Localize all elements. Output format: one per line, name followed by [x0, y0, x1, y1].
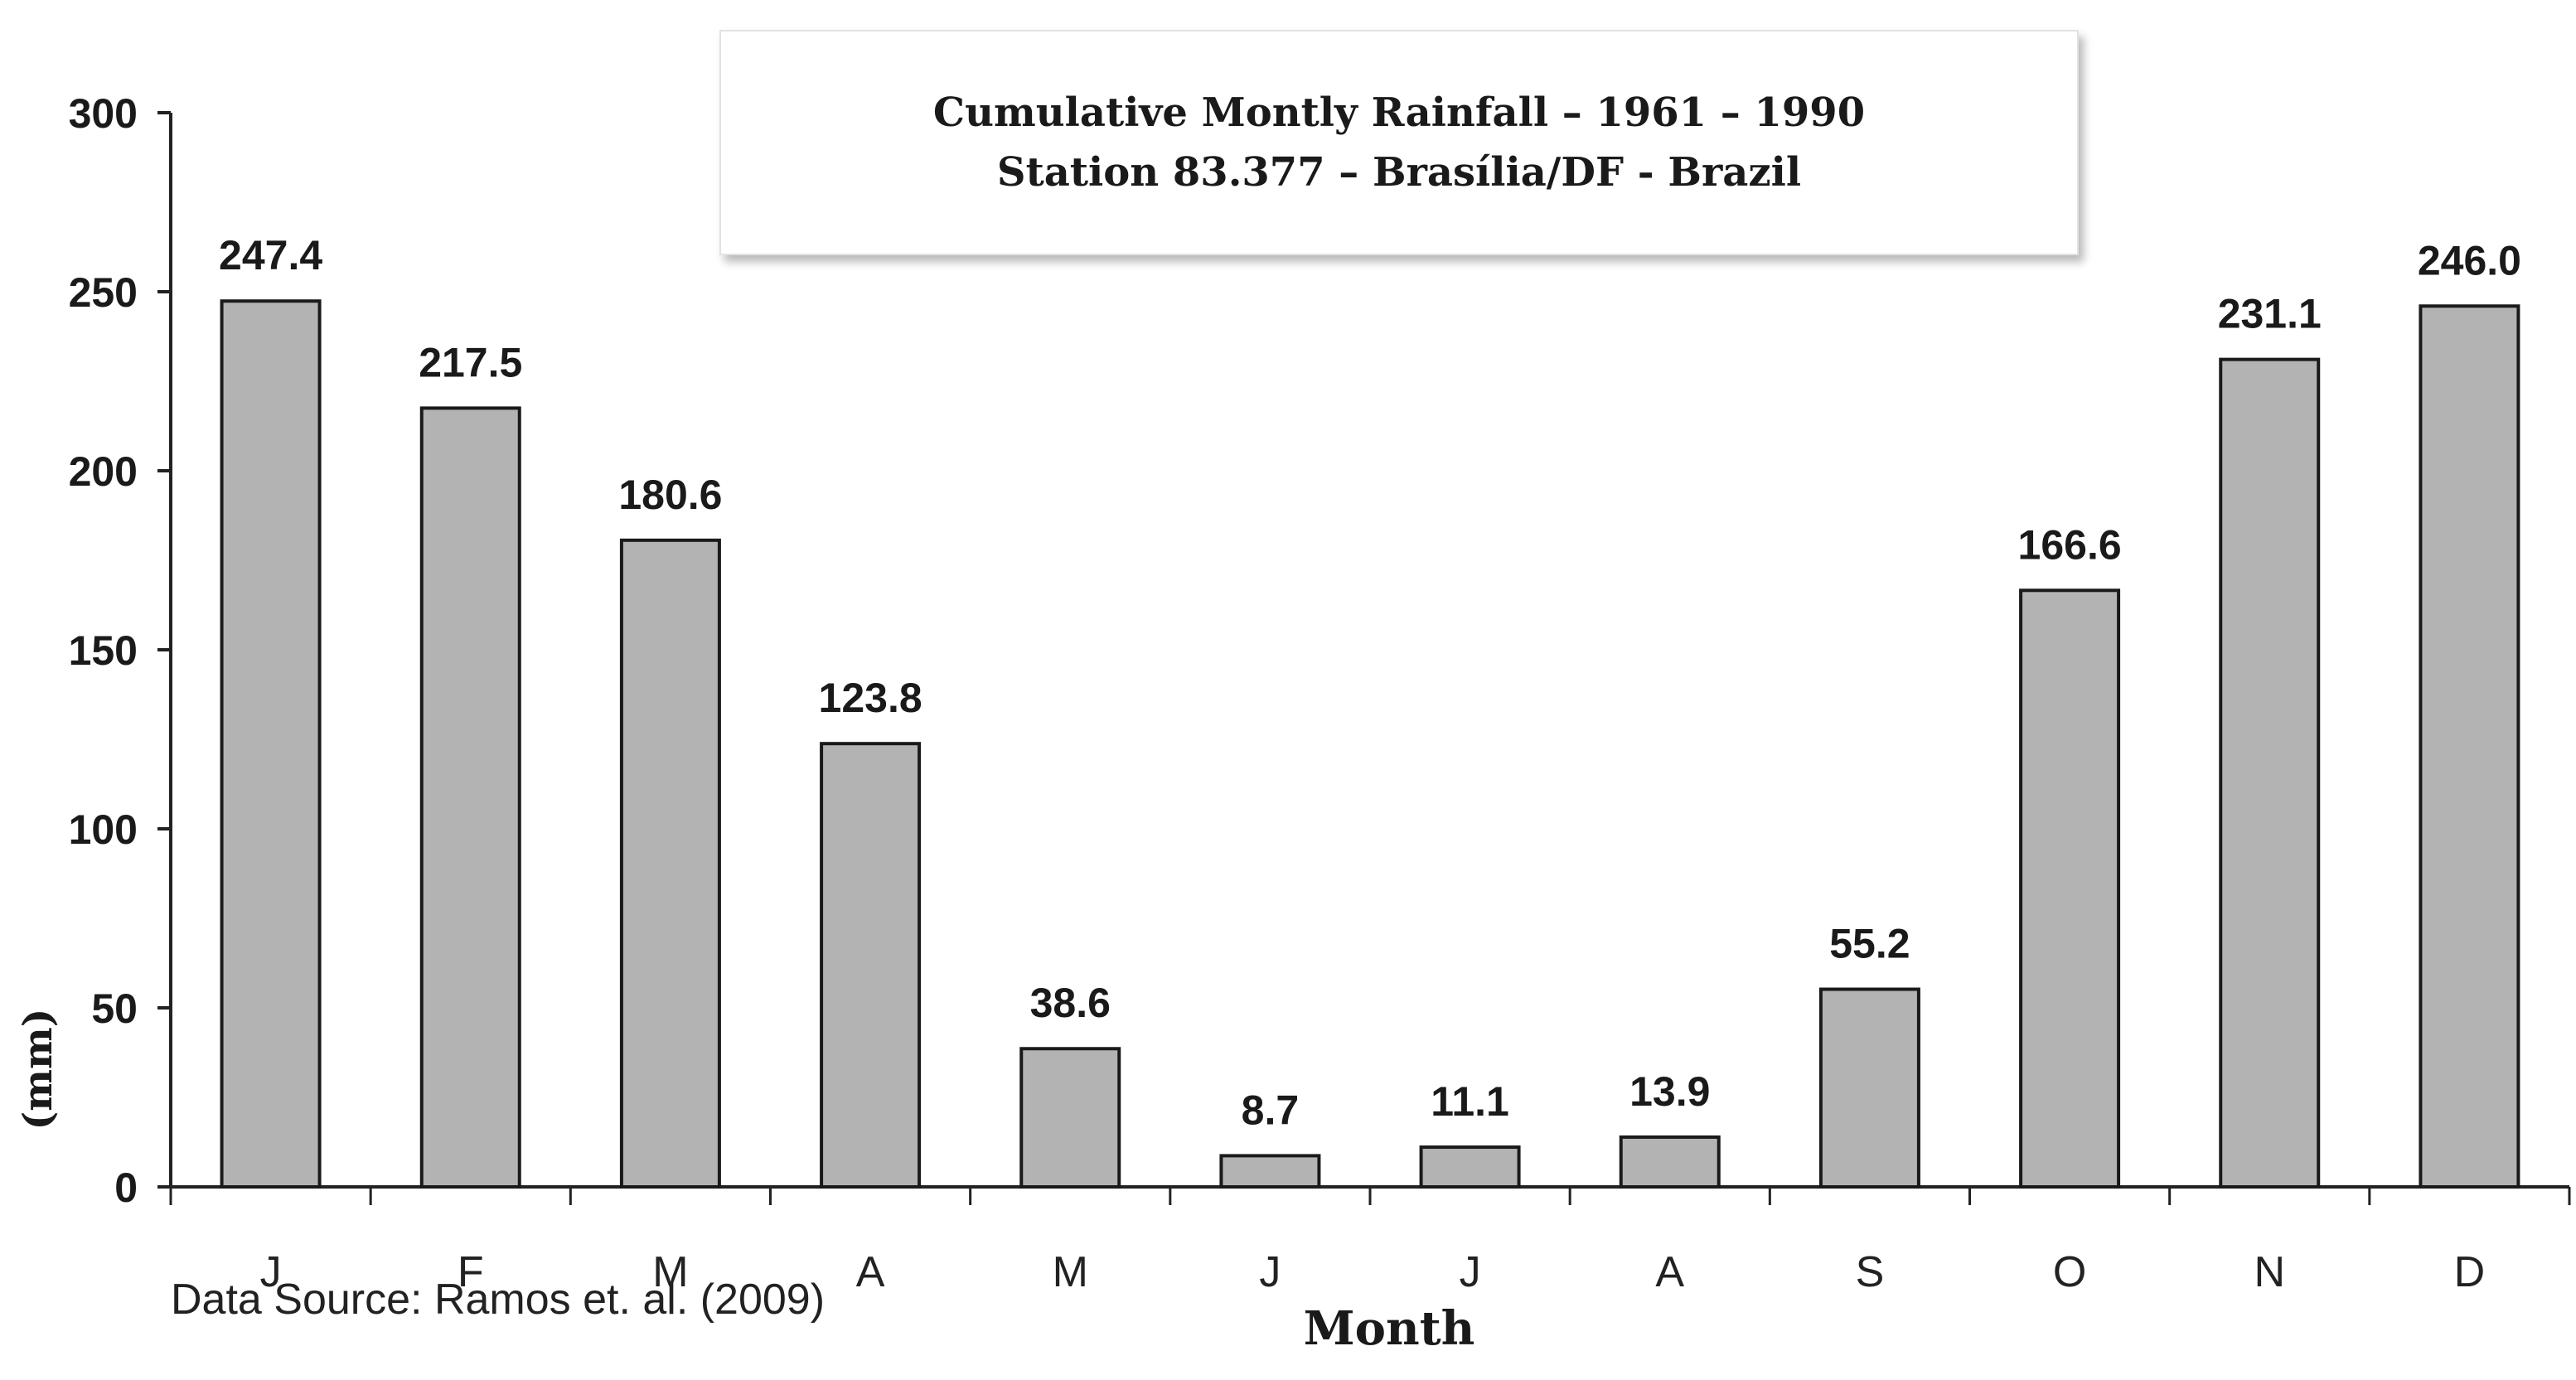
- x-tick-label: N: [2254, 1248, 2285, 1296]
- x-tick-label: M: [652, 1248, 688, 1296]
- y-tick-label: 100: [69, 806, 138, 853]
- bar: [2219, 357, 2321, 1189]
- bar: [619, 538, 721, 1189]
- x-tick-label: A: [856, 1248, 885, 1296]
- bar-value-label: 247.4: [219, 232, 322, 278]
- bar: [2419, 304, 2520, 1189]
- x-tick-label: J: [1460, 1248, 1481, 1296]
- x-tick-label: D: [2454, 1248, 2486, 1296]
- bar-value-label: 166.6: [2018, 521, 2122, 568]
- bar: [820, 742, 922, 1189]
- bar: [1818, 987, 1920, 1189]
- bar-value-label: 231.1: [2218, 291, 2322, 337]
- y-axis-title: (mm): [15, 1009, 61, 1131]
- y-tick-label: 300: [69, 90, 138, 137]
- data-source-note: Data Source: Ramos et. al. (2009): [171, 1276, 826, 1324]
- x-tick-label: O: [2053, 1248, 2086, 1296]
- bar-value-label: 11.1: [1431, 1078, 1509, 1125]
- bar-value-label: 8.7: [1242, 1087, 1300, 1133]
- x-tick-label: F: [458, 1248, 484, 1296]
- bar-value-label: 180.6: [618, 472, 722, 518]
- y-tick-label: 150: [69, 627, 138, 674]
- bar: [1219, 1154, 1321, 1189]
- bar: [419, 406, 521, 1189]
- bar: [1019, 1047, 1121, 1189]
- bar: [220, 299, 322, 1189]
- x-tick-label: J: [260, 1248, 282, 1296]
- x-tick-label: S: [1856, 1248, 1885, 1296]
- chart-subtitle: Station 83.377 – Brasília/DF - Brazil: [996, 149, 1802, 196]
- y-tick-label: 0: [114, 1165, 138, 1211]
- bar: [1619, 1135, 1721, 1189]
- chart-title-box: Cumulative Montly Rainfall – 1961 – 1990…: [719, 30, 2079, 255]
- x-tick-label: A: [1655, 1248, 1684, 1296]
- bar-value-label: 13.9: [1629, 1068, 1710, 1115]
- bar-value-label: 55.2: [1829, 921, 1910, 967]
- x-tick-label: M: [1053, 1248, 1088, 1296]
- chart-title: Cumulative Montly Rainfall – 1961 – 1990: [932, 90, 1866, 136]
- bar-value-label: 246.0: [2418, 237, 2521, 283]
- y-tick-label: 200: [69, 448, 138, 495]
- y-tick-label: 250: [69, 269, 138, 316]
- x-tick-label: J: [1259, 1248, 1281, 1296]
- bar-value-label: 217.5: [419, 339, 522, 385]
- bar: [1419, 1145, 1521, 1189]
- bar: [2019, 588, 2121, 1189]
- y-tick-label: 50: [91, 985, 138, 1032]
- bar-value-label: 38.6: [1030, 980, 1111, 1026]
- bar-value-label: 123.8: [819, 675, 922, 721]
- x-axis-title: Month: [1304, 1301, 1475, 1356]
